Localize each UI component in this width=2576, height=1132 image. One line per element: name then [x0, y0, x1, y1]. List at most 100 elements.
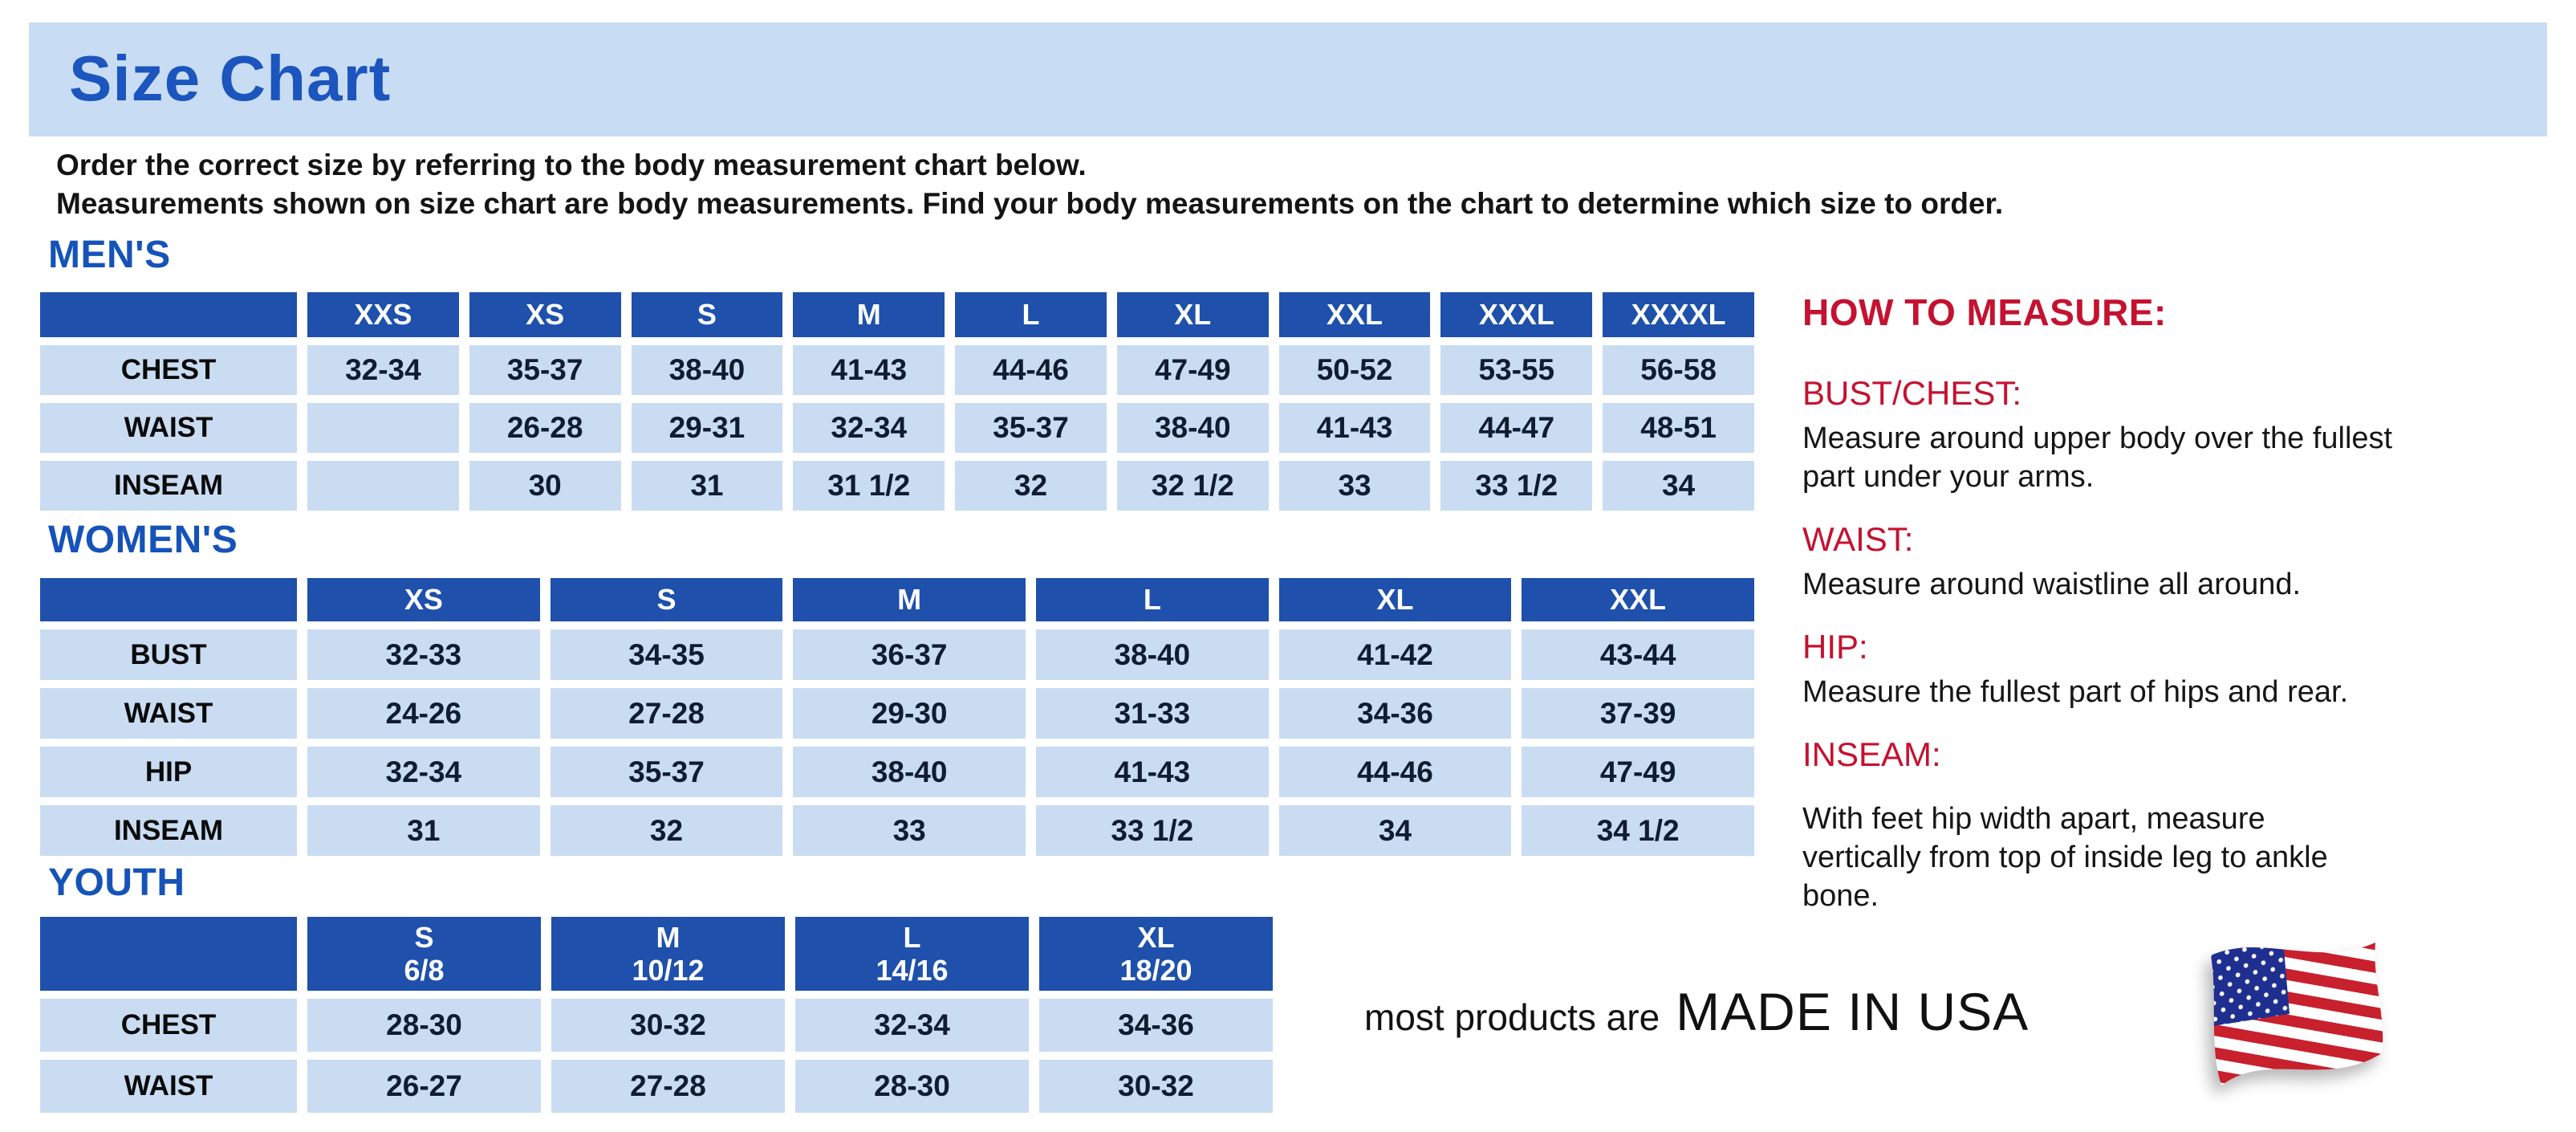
value-cell: 38-40 [1116, 403, 1269, 453]
value-cell: 28-30 [795, 1060, 1029, 1113]
measure-text-inseam: With feet hip width apart, measure verti… [1802, 802, 2328, 913]
mens-section-heading: MEN'S [48, 234, 171, 276]
value-cell: 26-28 [469, 403, 621, 453]
value-cell: 44-46 [955, 345, 1107, 395]
size-header-cell: M 10/12 [551, 917, 785, 991]
value-cell: 32-34 [795, 999, 1029, 1052]
value-cell: 30-32 [551, 999, 785, 1052]
page-banner: Size Chart [29, 22, 2547, 136]
value-cell: 41-43 [1278, 403, 1431, 453]
row-label-cell: HIP [40, 747, 297, 797]
measure-label-waist: WAIST: [1802, 520, 1914, 558]
value-cell: 38-40 [631, 345, 783, 395]
size-header-cell: XS [307, 578, 540, 621]
us-flag-stripes [2167, 931, 2399, 1096]
value-cell: 44-47 [1440, 403, 1593, 453]
made-in-usa-text: MADE IN USA [1676, 982, 2030, 1041]
measure-text-hip: Measure the fullest part of hips and rea… [1802, 675, 2349, 709]
value-cell: 32-33 [307, 629, 540, 680]
value-cell: 27-28 [551, 1060, 785, 1113]
value-cell: 27-28 [550, 688, 783, 739]
value-cell: 34 [1603, 461, 1754, 511]
value-cell: 36-37 [793, 629, 1026, 680]
value-cell: 30-32 [1039, 1060, 1273, 1113]
value-cell [307, 461, 459, 511]
value-cell: 31 [307, 805, 540, 856]
row-label-cell: CHEST [40, 999, 297, 1052]
value-cell: 31 [631, 461, 783, 511]
value-cell: 33 1/2 [1035, 805, 1269, 856]
value-cell: 34-35 [550, 629, 783, 680]
value-cell: 31 1/2 [793, 461, 945, 511]
size-header-cell: S [550, 578, 783, 621]
value-cell: 50-52 [1278, 345, 1431, 395]
size-header-cell: L [1035, 578, 1269, 621]
how-to-measure-panel: HOW TO MEASURE: BUST/CHEST: Measure arou… [1802, 291, 2557, 915]
row-label-cell: CHEST [40, 345, 297, 395]
value-cell: 41-42 [1278, 629, 1512, 680]
value-cell: 29-30 [793, 688, 1026, 739]
made-in-usa-line: most products are MADE IN USA [1364, 981, 2029, 1042]
value-cell: 38-40 [793, 747, 1026, 797]
size-header-cell: XL [1116, 292, 1269, 337]
how-to-measure-title: HOW TO MEASURE: [1802, 291, 2167, 333]
row-label-cell: WAIST [40, 688, 297, 739]
value-cell: 38-40 [1035, 629, 1269, 680]
measure-label-bust-chest: BUST/CHEST: [1802, 374, 2022, 412]
value-cell: 29-31 [631, 403, 783, 453]
value-cell: 28-30 [307, 999, 541, 1052]
us-flag-canton [2191, 927, 2290, 1028]
value-cell [307, 403, 459, 453]
value-cell: 35-37 [469, 345, 621, 395]
size-header-cell: S 6/8 [307, 917, 541, 991]
size-header-cell: L [955, 292, 1107, 337]
measure-text-waist: Measure around waistline all around. [1802, 568, 2302, 601]
size-header-cell: XXL [1278, 292, 1431, 337]
value-cell: 35-37 [550, 747, 783, 797]
size-header-cell: M [793, 292, 945, 337]
value-cell: 48-51 [1603, 403, 1754, 453]
value-cell: 33 [793, 805, 1026, 856]
value-cell: 32-34 [307, 345, 459, 395]
value-cell: 47-49 [1116, 345, 1269, 395]
row-label-cell: WAIST [40, 1060, 297, 1113]
value-cell: 24-26 [307, 688, 540, 739]
womens-size-table: XS S M L XL XXL BUST 32-33 34-35 36-37 38-40 41-42 4… [40, 578, 1754, 856]
measure-label-hip: HIP: [1802, 628, 1868, 666]
value-cell: 32-34 [793, 403, 945, 453]
mens-size-table: XXS XS S M L XL XXL XXXL XXXXL CHEST 32-34 35-37 38-… [40, 292, 1754, 511]
value-cell: 32 [550, 805, 783, 856]
intro-line-1: Order the correct size by referring to t… [56, 149, 1087, 181]
value-cell: 41-43 [793, 345, 945, 395]
size-header-cell: XXXL [1440, 292, 1593, 337]
intro-line-2: Measurements shown on size chart are bod… [56, 187, 2004, 220]
size-header-cell: XXXXL [1603, 292, 1754, 337]
youth-size-table: S 6/8 M 10/12 L 14/16 XL 18/20 CHEST 28-30 30-32 32… [40, 917, 1273, 1113]
size-header-cell: L 14/16 [795, 917, 1029, 991]
size-header-cell: XXS [307, 292, 459, 337]
row-label-cell: INSEAM [40, 461, 297, 511]
table-corner-cell [40, 292, 297, 337]
value-cell: 33 [1278, 461, 1431, 511]
value-cell: 32 1/2 [1116, 461, 1269, 511]
size-header-cell: XS [469, 292, 621, 337]
footer-prefix-text: most products are [1364, 996, 1660, 1038]
size-header-cell: XXL [1522, 578, 1754, 621]
value-cell: 41-43 [1035, 747, 1269, 797]
us-flag-icon [2167, 931, 2399, 1096]
value-cell: 43-44 [1522, 629, 1754, 680]
table-corner-cell [40, 917, 297, 991]
value-cell: 44-46 [1278, 747, 1512, 797]
value-cell: 34 [1278, 805, 1512, 856]
value-cell: 34 1/2 [1522, 805, 1754, 856]
value-cell: 37-39 [1522, 688, 1754, 739]
womens-section-heading: WOMEN'S [48, 519, 238, 561]
row-label-cell: INSEAM [40, 805, 297, 856]
size-header-cell: XL 18/20 [1039, 917, 1273, 991]
size-header-cell: M [793, 578, 1026, 621]
value-cell: 31-33 [1035, 688, 1269, 739]
value-cell: 33 1/2 [1440, 461, 1593, 511]
youth-section-heading: YOUTH [48, 861, 185, 904]
size-header-cell: S [631, 292, 783, 337]
value-cell: 47-49 [1522, 747, 1754, 797]
